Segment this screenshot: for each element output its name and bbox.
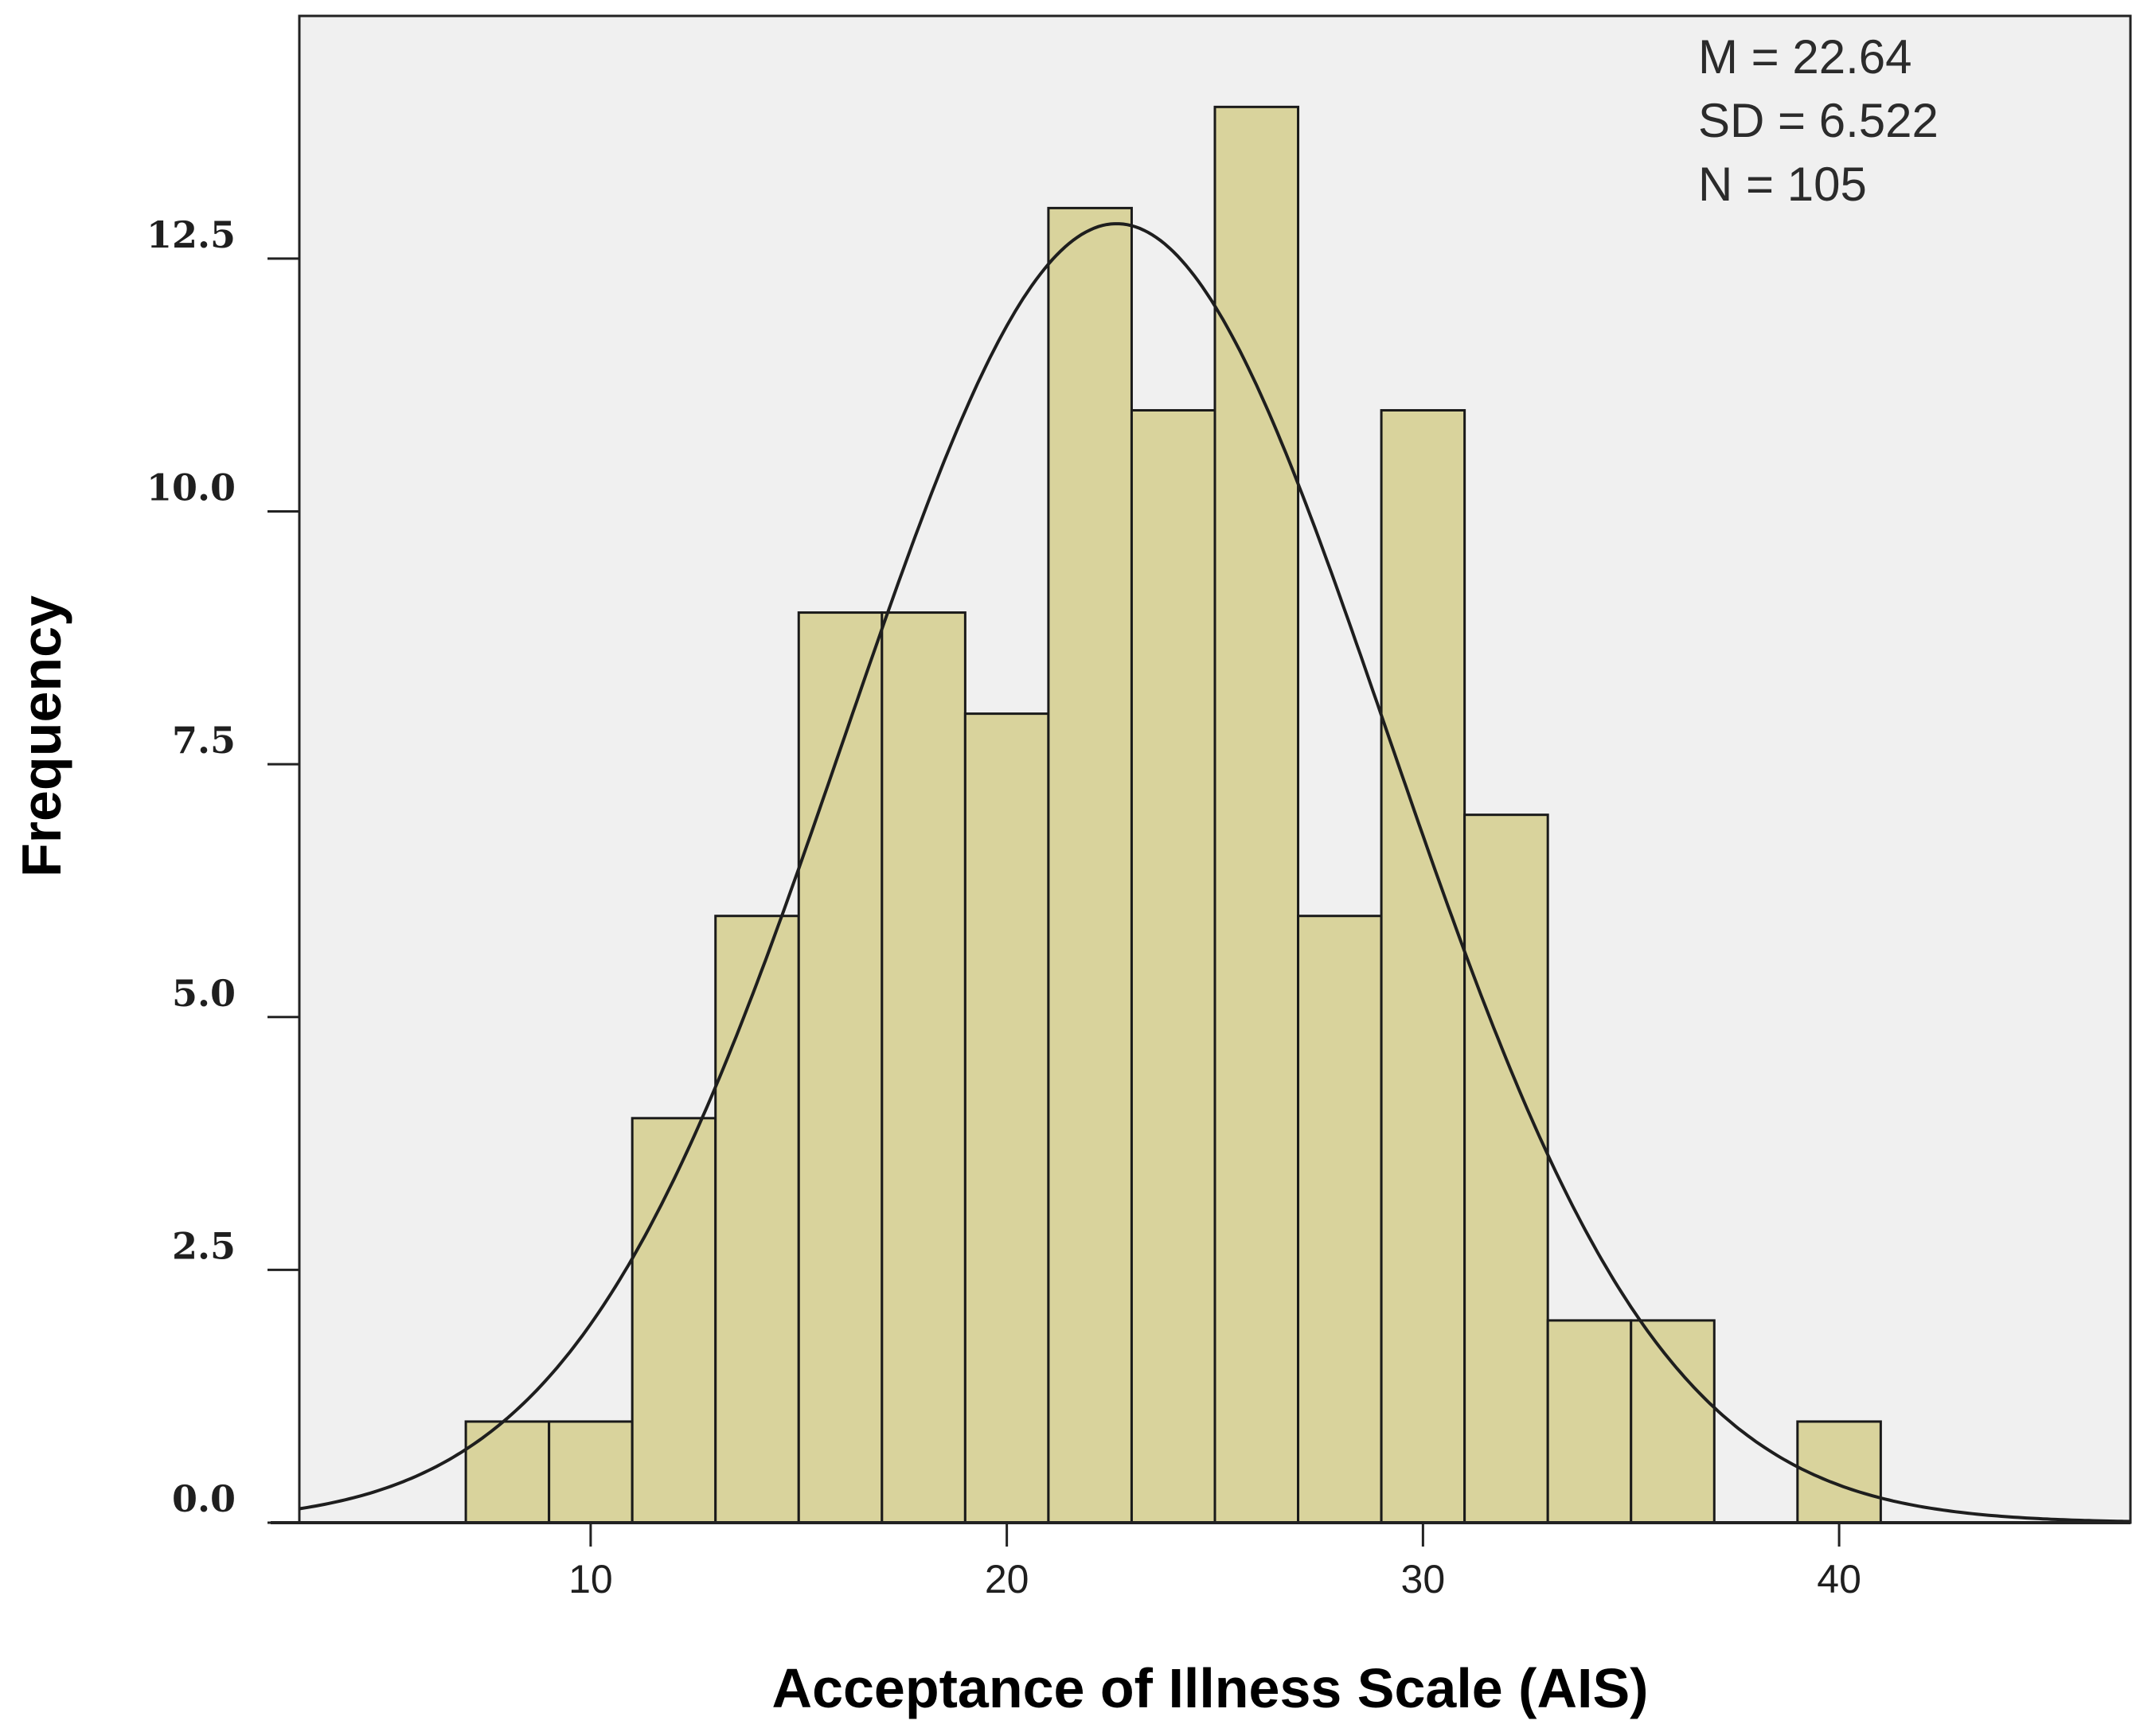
x-tick-label: 10 — [568, 1557, 613, 1601]
y-axis-ticks: 0.0 2.5 5.0 7.5 10.0 12.5 — [146, 213, 299, 1524]
histogram-bar — [881, 611, 966, 1524]
y-tick-label: 2.5 — [172, 1224, 236, 1267]
y-tick-label: 5.0 — [172, 972, 236, 1015]
stat-mean: M = 22.64 — [1698, 30, 1912, 84]
histogram-bar — [1130, 408, 1216, 1524]
histogram-bar — [797, 611, 884, 1524]
y-tick-label: 7.5 — [172, 719, 236, 762]
histogram-bar — [1213, 105, 1300, 1524]
normal-curve — [299, 222, 2131, 1523]
x-axis-title: Acceptance of Illness Scale (AIS) — [772, 1657, 1649, 1719]
x-tick-label: 30 — [1401, 1557, 1446, 1601]
y-tick-label: 0.0 — [172, 1477, 236, 1520]
bars-group — [464, 105, 1882, 1524]
histogram-bar — [1463, 813, 1549, 1524]
histogram-bar — [464, 1420, 551, 1524]
x-tick-label: 20 — [985, 1557, 1029, 1601]
histogram-bar — [1630, 1319, 1716, 1524]
histogram-bar — [1297, 915, 1383, 1524]
y-tick-label: 12.5 — [146, 213, 236, 256]
y-tick-label: 10.0 — [146, 466, 236, 509]
histogram-bar — [1380, 408, 1466, 1524]
stat-sd: SD = 6.522 — [1698, 94, 1939, 147]
histogram-bar — [548, 1420, 634, 1524]
x-tick-label: 40 — [1817, 1557, 1861, 1601]
histogram-bar — [1047, 206, 1133, 1524]
y-axis-title: Frequency — [10, 595, 72, 877]
histogram-bar — [714, 915, 800, 1524]
histogram-bar — [963, 712, 1050, 1524]
stat-n: N = 105 — [1698, 158, 1867, 211]
x-axis-ticks: 10 20 30 40 — [568, 1523, 1861, 1601]
histogram-bar — [1546, 1319, 1633, 1524]
